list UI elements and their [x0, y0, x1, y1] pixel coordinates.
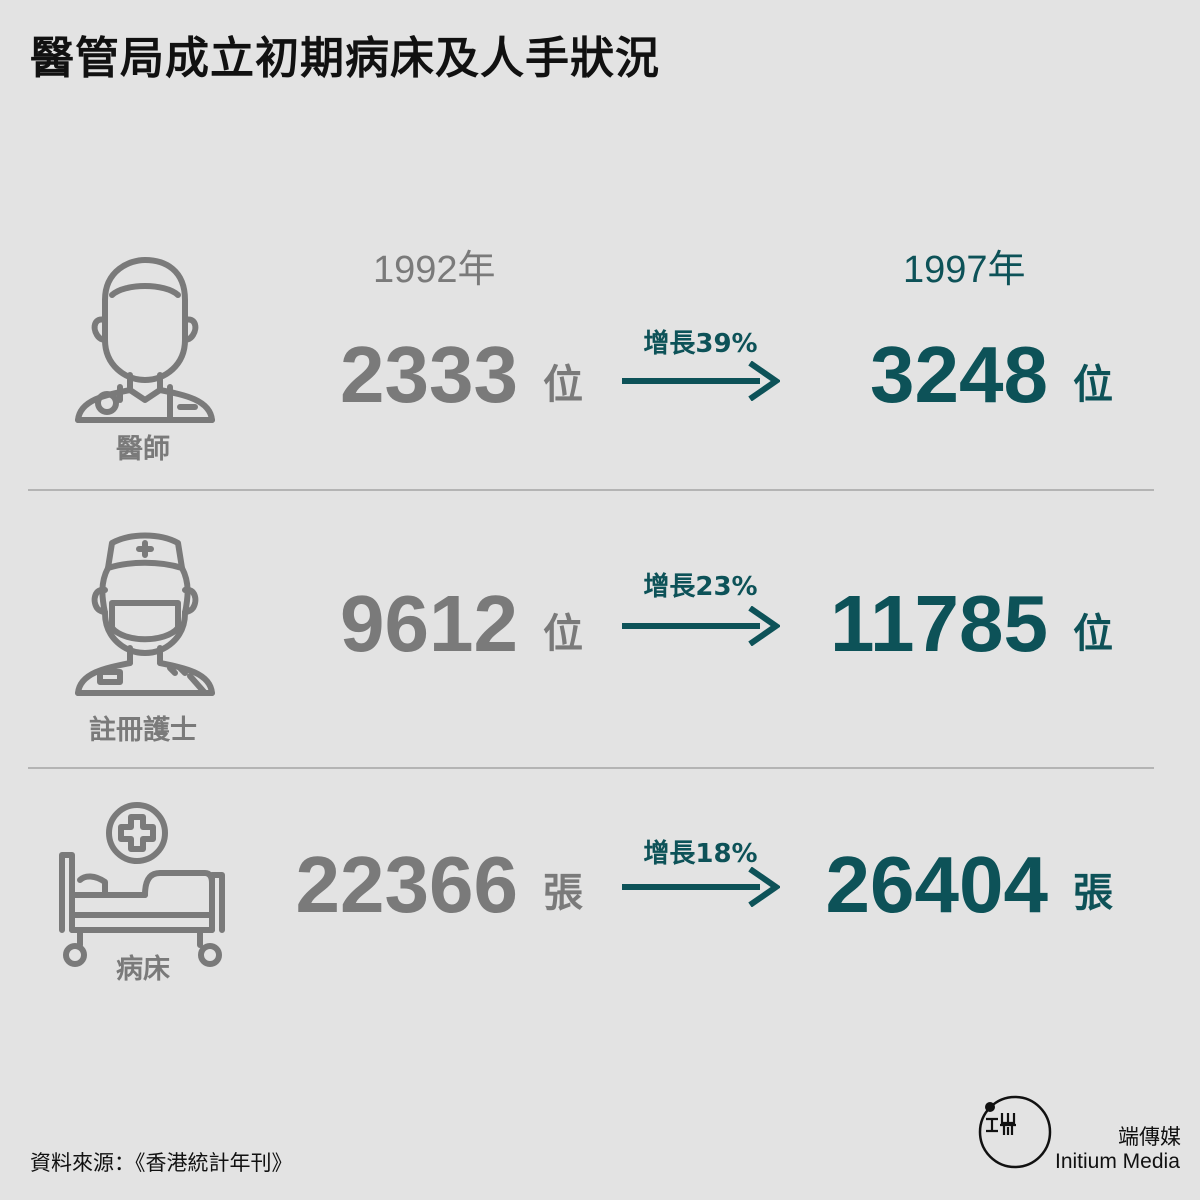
row-beds: 病床 22366 張 增長18% 26404 張 — [0, 795, 1200, 1075]
label-doctors: 醫師 — [116, 434, 170, 465]
divider — [28, 489, 1154, 491]
label-beds: 病床 — [116, 954, 170, 985]
logo-name-cn: 端傳媒 — [1118, 1125, 1181, 1149]
arrow-right-icon — [622, 361, 780, 401]
doctors-1992-value: 2333 — [340, 330, 518, 419]
beds-growth: 增長18% — [643, 839, 758, 869]
beds-1997-unit: 張 — [1073, 870, 1113, 916]
label-nurses: 註冊護士 — [89, 715, 197, 746]
nurses-growth: 增長23% — [643, 572, 758, 602]
nurses-1997-unit: 位 — [1073, 611, 1113, 657]
nurses-1992-value: 9612 — [340, 579, 518, 668]
doctors-1997-unit: 位 — [1073, 362, 1113, 408]
doctors-1997-value: 3248 — [870, 330, 1048, 419]
hospital-bed-icon — [59, 802, 225, 967]
beds-1997-value: 26404 — [825, 840, 1048, 929]
row-doctors: 醫師 2333 位 增長39% 3248 位 — [0, 255, 1200, 535]
logo-name-en: Initium Media — [1055, 1150, 1180, 1173]
initium-logo-icon — [978, 1095, 1052, 1169]
year-end: 1997年 — [903, 249, 1026, 291]
divider — [28, 767, 1154, 769]
row-nurses: 註冊護士 9612 位 增長23% 11785 位 — [0, 528, 1200, 808]
nurses-1992-unit: 位 — [543, 611, 583, 657]
doctor-icon — [75, 257, 215, 423]
doctors-1992-unit: 位 — [543, 362, 583, 408]
nurse-icon — [75, 532, 215, 696]
page-title: 醫管局成立初期病床及人手狀況 — [30, 33, 660, 84]
arrow-right-icon — [622, 606, 780, 646]
source-note: 資料來源：《香港統計年刊》 — [30, 1151, 293, 1175]
doctors-growth: 增長39% — [643, 329, 758, 359]
arrow-right-icon — [622, 867, 780, 907]
beds-1992-unit: 張 — [543, 870, 583, 916]
nurses-1997-value: 11785 — [829, 579, 1048, 668]
year-start: 1992年 — [373, 249, 496, 291]
beds-1992-value: 22366 — [295, 840, 518, 929]
